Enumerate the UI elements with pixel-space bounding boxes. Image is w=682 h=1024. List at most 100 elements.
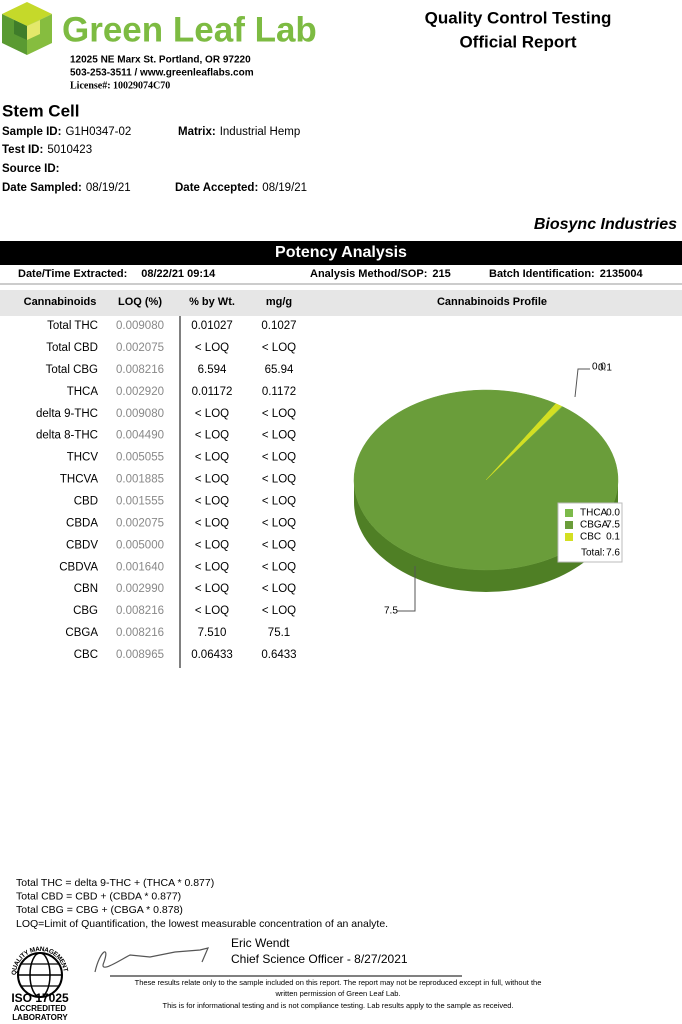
meta: Batch Identification: 2135004 — [489, 268, 643, 280]
legend-value: 0.1 — [606, 532, 620, 543]
cell: 0.008965 — [116, 649, 164, 661]
field: Date Accepted: 08/19/21 — [175, 182, 307, 194]
cell: 0.002990 — [116, 583, 164, 595]
cell: < LOQ — [195, 561, 229, 573]
cell: < LOQ — [195, 605, 229, 617]
cell: < LOQ — [262, 539, 296, 551]
iso-line: LABORATORY — [12, 1013, 68, 1022]
disclaimer: This is for informational testing and is… — [162, 1001, 513, 1010]
cell: CBN — [74, 583, 98, 595]
cell: < LOQ — [195, 517, 229, 529]
cell: 0.008216 — [116, 627, 164, 639]
iso-line: ACCREDITED — [14, 1004, 67, 1013]
legend-name: CBC — [580, 532, 601, 543]
meta-label: Analysis Method/SOP: — [310, 268, 427, 280]
cell: 0.005055 — [116, 452, 164, 464]
cell: 0.1172 — [262, 386, 296, 398]
cell: < LOQ — [195, 408, 229, 420]
cell: CBDVA — [59, 561, 98, 573]
cell: < LOQ — [262, 561, 296, 573]
cell: CBD — [74, 495, 98, 507]
legend-total: 7.6 — [606, 548, 620, 559]
cell: 0.01027 — [191, 320, 233, 332]
cell: < LOQ — [262, 495, 296, 507]
cell: < LOQ — [262, 583, 296, 595]
cell: THCVA — [60, 474, 98, 486]
meta-value: 2135004 — [600, 268, 644, 280]
legend-value: 0.0 — [606, 508, 620, 519]
cell: Total CBD — [46, 342, 98, 354]
brand: Green Leaf Lab — [62, 10, 317, 49]
column-header: mg/g — [266, 296, 292, 308]
cell: < LOQ — [195, 474, 229, 486]
cell: 75.1 — [268, 627, 290, 639]
section-bar — [0, 241, 682, 265]
report-title: Quality Control Testing — [425, 8, 612, 27]
logo-mark — [2, 2, 52, 55]
cell: 0.001640 — [116, 561, 164, 573]
field-value: 08/19/21 — [262, 182, 307, 194]
cell: 0.002920 — [116, 386, 164, 398]
meta-label: Batch Identification: — [489, 268, 595, 280]
column-header: LOQ (%) — [118, 296, 162, 308]
cell: 6.594 — [198, 364, 227, 376]
field-label: Test ID: — [2, 144, 43, 156]
cell: 0.008216 — [116, 364, 164, 376]
column-header: Cannabinoids — [24, 296, 97, 308]
legend-swatch — [565, 509, 573, 517]
cell: < LOQ — [262, 430, 296, 442]
cell: 0.001555 — [116, 495, 164, 507]
field: Date Sampled: 08/19/21 — [2, 182, 131, 194]
cell: 0.06433 — [191, 649, 233, 661]
column-header: % by Wt. — [189, 296, 235, 308]
meta: Date/Time Extracted: 08/22/21 09:14 — [18, 268, 216, 280]
cell: Total CBG — [46, 364, 98, 376]
cell: < LOQ — [262, 342, 296, 354]
field-value: Industrial Hemp — [220, 126, 301, 138]
field-label: Date Sampled: — [2, 182, 82, 194]
callout-line — [397, 566, 416, 612]
cell: < LOQ — [195, 495, 229, 507]
pie-side — [354, 480, 618, 592]
meta: Analysis Method/SOP: 215 — [310, 268, 451, 280]
report-title: Official Report — [459, 32, 576, 51]
note: Total THC = delta 9-THC + (THCA * 0.877) — [16, 877, 214, 889]
cell: CBC — [74, 649, 98, 661]
cell: 0.008216 — [116, 605, 164, 617]
note: Total CBG = CBG + (CBGA * 0.878) — [16, 904, 183, 916]
meta-label: Date/Time Extracted: — [18, 268, 127, 280]
slice-label: 7.5 — [384, 606, 398, 617]
legend-value: 7.5 — [606, 520, 620, 531]
legend-box — [557, 502, 623, 563]
note: Total CBD = CBD + (CBDA * 0.877) — [16, 890, 181, 902]
cell: delta 8-THC — [36, 430, 98, 442]
cell: 0.1027 — [261, 320, 296, 332]
signer-role: Chief Science Officer - 8/27/2021 — [231, 952, 408, 966]
field: Sample ID: G1H0347-02 — [2, 126, 131, 138]
field: Matrix: Industrial Hemp — [178, 126, 300, 138]
disclaimer: These results relate only to the sample … — [135, 978, 542, 987]
signer-name: Eric Wendt — [231, 936, 290, 950]
legend-name: THCA — [580, 508, 608, 519]
cell: < LOQ — [195, 583, 229, 595]
field-value: 08/19/21 — [86, 182, 131, 194]
cell: 65.94 — [265, 364, 294, 376]
profile-title: Cannabinoids Profile — [437, 296, 547, 308]
contact: 503-253-3511 / www.greenleaflabs.com — [70, 68, 254, 79]
cell: < LOQ — [262, 605, 296, 617]
cell: 0.001885 — [116, 474, 164, 486]
disclaimer: written permission of Green Leaf Lab. — [274, 989, 400, 998]
table-header-bg — [0, 290, 682, 316]
legend-swatch — [565, 533, 573, 541]
cell: 7.510 — [198, 627, 227, 639]
cell: < LOQ — [262, 452, 296, 464]
cell: < LOQ — [262, 408, 296, 420]
cell: 0.004490 — [116, 430, 164, 442]
section-title: Potency Analysis — [275, 244, 407, 261]
client: Biosync Industries — [534, 216, 677, 233]
cell: 0.005000 — [116, 539, 164, 551]
slice-label: 0.1 — [598, 363, 612, 374]
cell: Total THC — [47, 320, 98, 332]
meta-value: 215 — [432, 268, 450, 280]
